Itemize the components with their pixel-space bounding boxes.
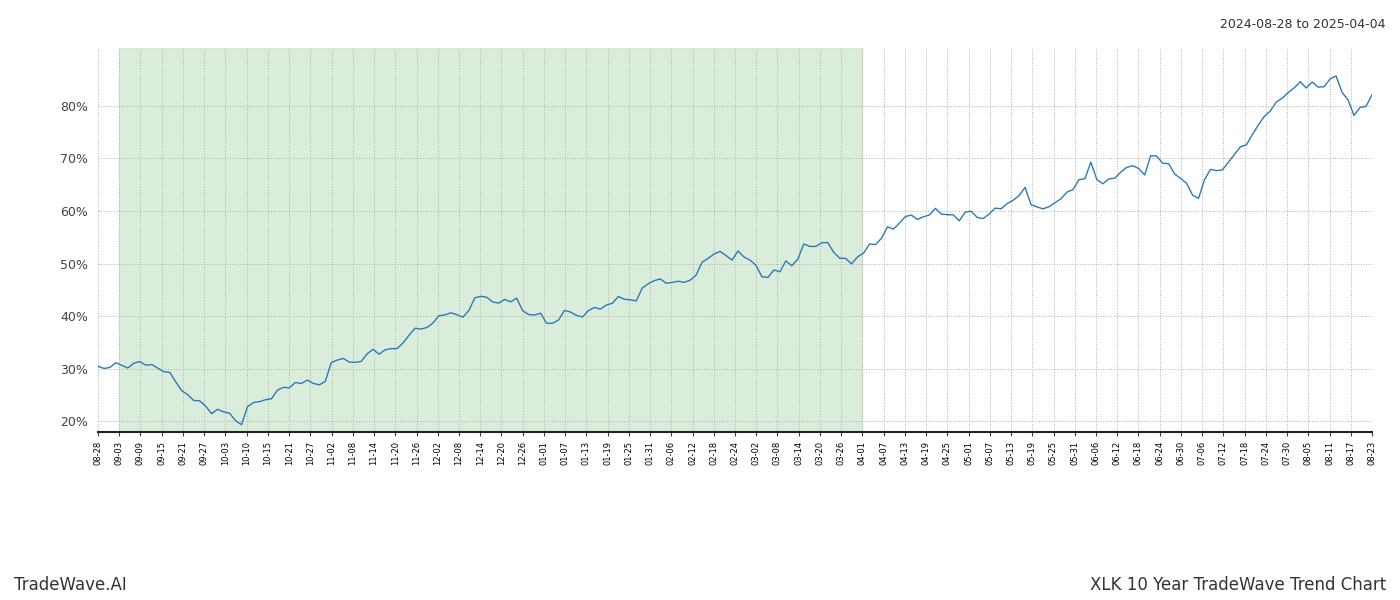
Bar <box>119 48 862 432</box>
Text: TradeWave.AI: TradeWave.AI <box>14 576 127 594</box>
Text: 2024-08-28 to 2025-04-04: 2024-08-28 to 2025-04-04 <box>1221 18 1386 31</box>
Text: XLK 10 Year TradeWave Trend Chart: XLK 10 Year TradeWave Trend Chart <box>1089 576 1386 594</box>
